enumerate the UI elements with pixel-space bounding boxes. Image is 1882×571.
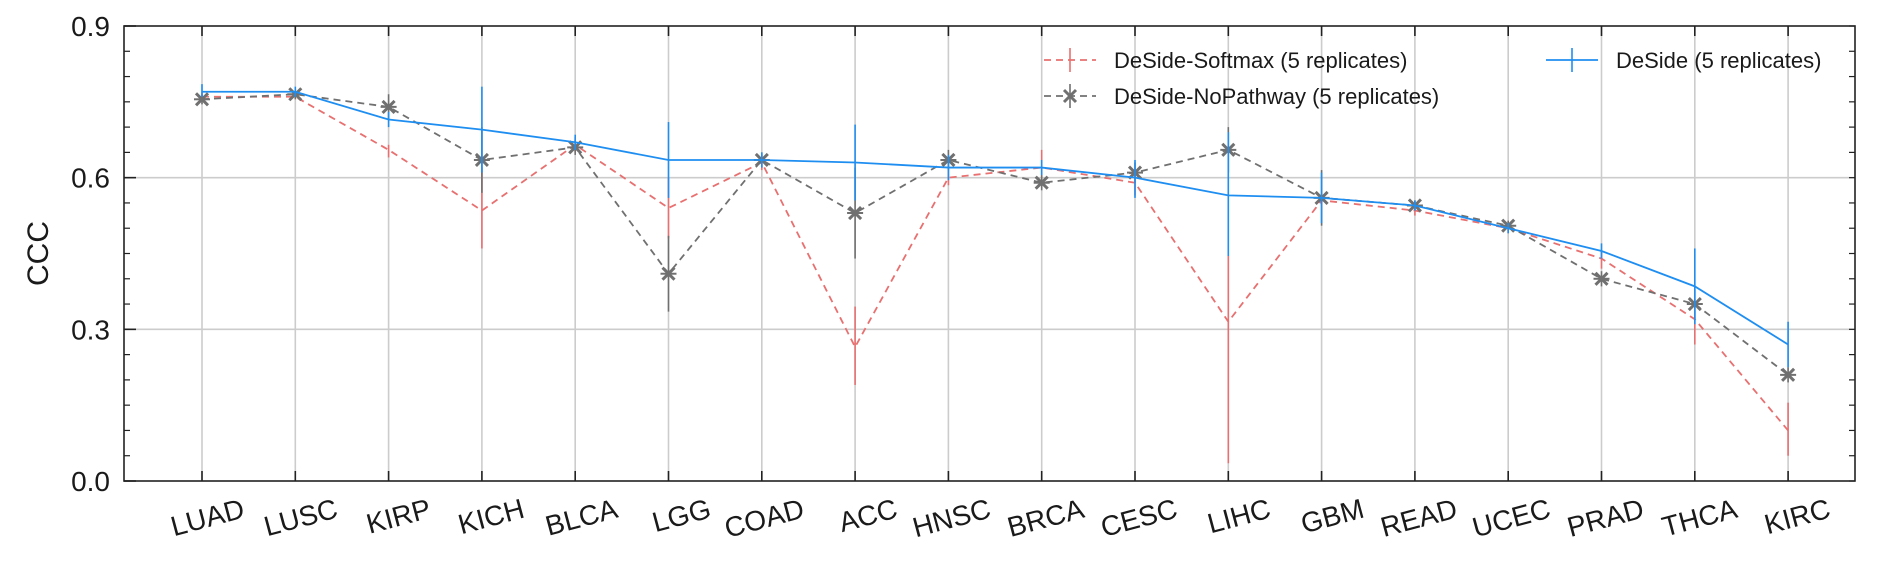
legend: DeSide-Softmax (5 replicates) DeSide-NoPa… [1044, 48, 1821, 109]
series-2 [201, 84, 1789, 368]
x-tick-label: BRCA [1004, 493, 1087, 543]
y-tick-label: 0.9 [71, 11, 110, 42]
legend-marker [1062, 88, 1078, 104]
series-layer [194, 84, 1797, 464]
x-tick-label: HNSC [909, 493, 994, 543]
x-tick-label: BLCA [542, 493, 621, 542]
x-tick-label: PRAD [1564, 493, 1647, 543]
y-tick-label: 0.0 [71, 466, 110, 497]
legend-entry-0: DeSide-Softmax (5 replicates) [1044, 48, 1407, 73]
y-axis-label: CCC [22, 221, 55, 286]
x-tick-label: LUSC [261, 493, 341, 542]
data-point [194, 92, 210, 107]
x-tick-label: COAD [721, 493, 807, 544]
data-point [1780, 367, 1797, 382]
x-tick-label: CESC [1097, 493, 1180, 543]
x-tick-label: ACC [836, 493, 901, 538]
data-point [660, 266, 677, 281]
series-1 [194, 87, 1797, 383]
series-line [202, 90, 1789, 346]
data-point [380, 99, 397, 114]
x-tick-label: KICH [455, 493, 528, 540]
x-tick-label: UCEC [1469, 493, 1554, 543]
data-point [1593, 271, 1610, 286]
legend-label: DeSide-NoPathway (5 replicates) [1114, 84, 1439, 109]
x-tick-label: GBM [1298, 493, 1368, 539]
legend-entry-1: DeSide-NoPathway (5 replicates) [1044, 84, 1439, 109]
x-tick-label: KIRC [1761, 493, 1834, 540]
series-line [202, 95, 1789, 432]
series-line [201, 93, 1789, 376]
x-tick-label: KIRP [363, 493, 434, 540]
data-point [1033, 175, 1050, 190]
y-tick-label: 0.3 [71, 314, 110, 345]
x-tick-label: LGG [649, 493, 714, 538]
series-0 [201, 91, 1789, 464]
ticks: 0.0 0.3 0.6 0.9 LUAD LUSC KIRP KICH BLCA LGG COAD A… [71, 11, 1855, 544]
legend-entry-2: DeSide (5 replicates) [1546, 48, 1821, 73]
y-tick-label: 0.6 [71, 163, 110, 194]
plot-frame [123, 25, 1856, 482]
grid [124, 26, 1855, 481]
x-tick-label: LUAD [167, 493, 247, 542]
x-tick-label: READ [1377, 493, 1460, 543]
data-point [847, 205, 864, 221]
x-tick-label: THCA [1659, 493, 1741, 543]
x-tick-label: LIHC [1204, 493, 1274, 539]
legend-label: DeSide (5 replicates) [1616, 48, 1821, 73]
legend-label: DeSide-Softmax (5 replicates) [1114, 48, 1407, 73]
